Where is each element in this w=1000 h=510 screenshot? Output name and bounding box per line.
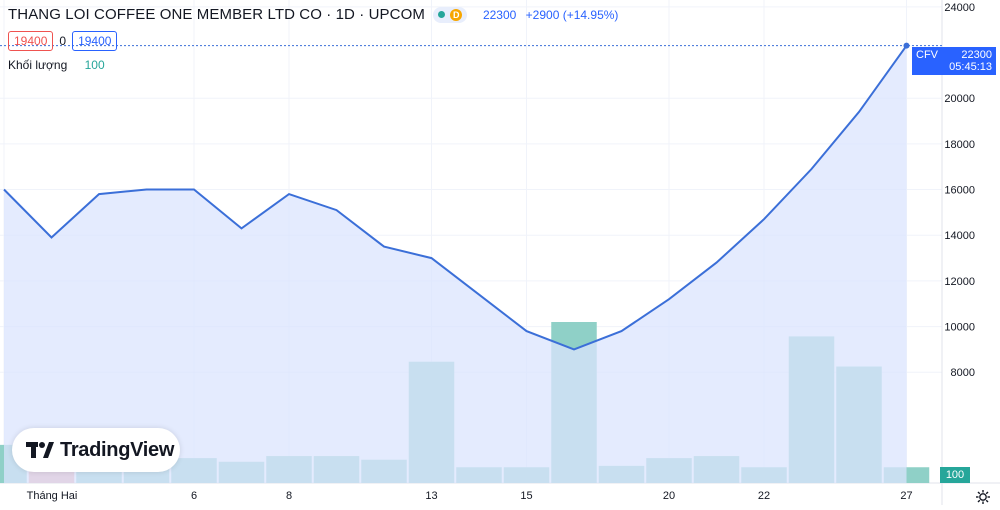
y-tick-label: 12000 <box>944 276 975 288</box>
x-tick-label: 22 <box>758 490 770 502</box>
price-change: +2900 (+14.95%) <box>525 7 619 22</box>
price-area-fill <box>4 45 907 483</box>
market-open-icon <box>437 11 445 18</box>
volume-value: 100 <box>84 58 105 72</box>
y-tick-label: 8000 <box>951 367 975 379</box>
sell-button[interactable]: 19400 <box>8 31 54 51</box>
y-tick-label: 20000 <box>944 93 975 105</box>
x-tick-label: 8 <box>286 490 292 502</box>
symbol-title[interactable]: THANG LOI COFFEE ONE MEMBER LTD CO · 1D … <box>8 6 425 23</box>
bid-ask-row: 19400 0 19400 <box>8 31 118 51</box>
last-price: 22300 <box>482 7 517 22</box>
x-tick-label: 6 <box>191 490 197 502</box>
market-status[interactable]: D <box>432 6 467 23</box>
price-tag-price: 22300 <box>961 49 992 61</box>
last-price-dot <box>903 42 910 49</box>
tradingview-logo-icon <box>26 442 54 458</box>
y-tick-label: 18000 <box>944 139 975 151</box>
buy-button[interactable]: 19400 <box>72 31 118 51</box>
price-info: 22300 +2900 (+14.95%) <box>483 8 624 22</box>
volume-axis-tag: 100 <box>940 467 970 483</box>
volume-legend[interactable]: Khối lượng 100 <box>8 58 105 72</box>
x-tick-label: 15 <box>520 490 532 502</box>
logo-text: TradingView <box>60 438 175 461</box>
x-tick-label: Tháng Hai <box>27 490 78 502</box>
delayed-badge: D <box>450 8 463 21</box>
x-tick-label: 13 <box>425 490 437 502</box>
y-tick-label: 10000 <box>944 322 975 334</box>
y-tick-label: 14000 <box>944 230 975 242</box>
y-tick-label: 24000 <box>944 2 975 14</box>
tradingview-logo[interactable]: TradingView <box>12 428 180 472</box>
settings-gear-icon[interactable] <box>975 489 991 505</box>
price-tag-symbol: CFV <box>916 49 938 61</box>
price-tag-countdown: 05:45:13 <box>949 61 992 73</box>
x-tick-label: 27 <box>900 490 912 502</box>
chart-header: THANG LOI COFFEE ONE MEMBER LTD CO · 1D … <box>8 6 624 23</box>
spread-value: 0 <box>59 34 67 48</box>
y-tick-label: 16000 <box>944 185 975 197</box>
volume-label: Khối lượng <box>8 58 68 72</box>
price-line <box>3 45 908 351</box>
x-tick-label: 20 <box>663 490 675 502</box>
last-price-tag: CFV 22300 05:45:13 <box>912 47 996 75</box>
